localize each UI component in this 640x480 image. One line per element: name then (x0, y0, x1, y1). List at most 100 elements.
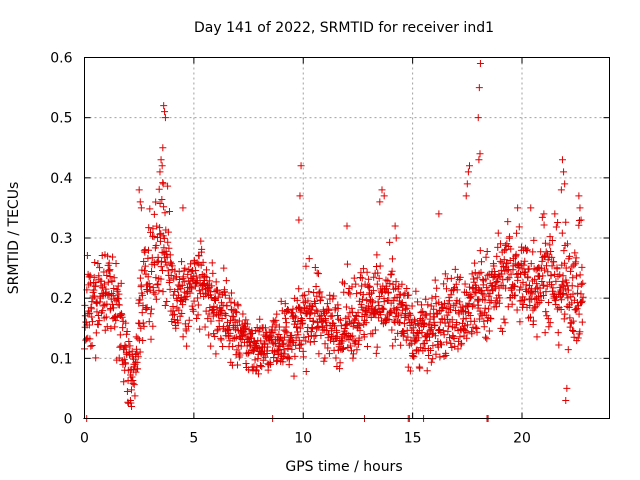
data-point (529, 248, 537, 256)
data-point (134, 334, 142, 342)
data-point (403, 284, 411, 292)
data-point (331, 322, 339, 330)
data-point (256, 361, 264, 369)
data-point (117, 279, 125, 287)
data-point (503, 267, 511, 275)
data-point (85, 281, 93, 289)
data-point (179, 273, 187, 281)
data-point (578, 263, 586, 271)
data-point (426, 310, 434, 318)
data-point (560, 168, 568, 176)
data-point (343, 260, 351, 268)
data-point (164, 267, 172, 275)
data-point (512, 250, 520, 258)
data-point (223, 302, 231, 310)
data-point (120, 356, 128, 364)
data-point (335, 315, 343, 323)
data-point (522, 281, 530, 289)
data-point (119, 324, 127, 332)
data-point (560, 315, 568, 323)
data-point (539, 272, 547, 280)
data-point (299, 319, 307, 327)
data-point (346, 290, 354, 298)
data-point (562, 396, 570, 404)
data-point (316, 296, 324, 304)
data-point (147, 310, 155, 318)
data-point (105, 259, 113, 267)
data-point (270, 318, 278, 326)
data-point (120, 378, 128, 386)
data-point (391, 335, 399, 343)
data-point (427, 346, 435, 354)
data-point (288, 331, 296, 339)
data-point (163, 261, 171, 269)
data-point (108, 278, 116, 286)
data-point (246, 342, 254, 350)
data-point (217, 336, 225, 344)
data-point (485, 305, 493, 313)
data-point (198, 245, 206, 253)
data-point (430, 305, 438, 313)
data-point (324, 344, 332, 352)
data-point (160, 203, 168, 211)
data-point (115, 290, 123, 298)
data-point (446, 306, 454, 314)
data-point (183, 292, 191, 300)
data-point (443, 338, 451, 346)
data-point (475, 156, 483, 164)
data-point (463, 328, 471, 336)
data-point (506, 233, 514, 241)
data-point (196, 325, 204, 333)
data-point (310, 337, 318, 345)
data-point (428, 330, 436, 338)
data-point (505, 274, 513, 282)
data-point (239, 310, 247, 318)
data-point (192, 272, 200, 280)
data-point (150, 210, 158, 218)
data-point (296, 192, 304, 200)
data-point (365, 275, 373, 283)
data-point (118, 313, 126, 321)
data-point (270, 354, 278, 362)
data-point (159, 144, 167, 152)
data-point (151, 290, 159, 298)
data-point (571, 249, 579, 257)
data-point (418, 301, 426, 309)
data-point (98, 284, 106, 292)
data-point (130, 381, 138, 389)
data-point (371, 326, 379, 334)
data-point (564, 286, 572, 294)
data-point (452, 300, 460, 308)
data-point (548, 253, 556, 261)
data-point (183, 342, 191, 350)
data-point (126, 396, 134, 404)
data-point (355, 334, 363, 342)
data-point (87, 342, 95, 350)
data-point (501, 319, 509, 327)
data-point (125, 338, 133, 346)
data-point (247, 334, 255, 342)
data-point (313, 319, 321, 327)
data-point (89, 318, 97, 326)
data-point (524, 274, 532, 282)
data-point (561, 259, 569, 267)
data-point (544, 315, 552, 323)
data-point (342, 303, 350, 311)
data-point (450, 334, 458, 342)
data-point (388, 267, 396, 275)
data-point (365, 283, 373, 291)
data-point (569, 317, 577, 325)
data-point (435, 210, 443, 218)
data-point (466, 162, 473, 170)
data-point (456, 273, 464, 281)
data-point (576, 271, 584, 279)
data-point (440, 331, 448, 339)
data-point (128, 402, 136, 410)
data-point (493, 277, 501, 285)
data-point (145, 224, 153, 232)
data-point (531, 275, 539, 283)
data-point (452, 280, 460, 288)
data-point (333, 328, 341, 336)
data-point (474, 297, 482, 305)
data-point (474, 301, 482, 309)
